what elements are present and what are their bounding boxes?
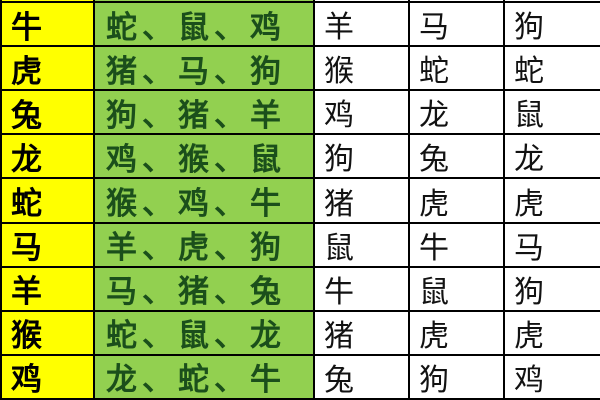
compatible-signs-cell: 猪、马、狗 <box>95 47 315 92</box>
compatible-signs-cell: 猴、鸡、牛 <box>95 179 315 224</box>
conflict-sign-cell: 虎 <box>410 311 505 356</box>
zodiac-sign-cell: 马 <box>2 223 95 268</box>
conflict-sign-cell: 虎 <box>410 179 505 224</box>
conflict-sign-cell: 牛 <box>410 223 505 268</box>
conflict-sign-cell: 猴 <box>315 47 410 92</box>
conflict-sign-cell: 马 <box>505 223 600 268</box>
zodiac-sign-cell: 蛇 <box>2 179 95 224</box>
conflict-sign-cell: 鼠 <box>505 91 600 136</box>
zodiac-sign-cell: 牛 <box>2 3 95 48</box>
compatible-signs-cell: 蛇、鼠、鸡 <box>95 3 315 48</box>
compatible-signs-cell: 羊、虎、狗 <box>95 223 315 268</box>
compatible-signs-cell: 马、猪、兔 <box>95 267 315 312</box>
conflict-sign-cell: 鼠 <box>410 267 505 312</box>
conflict-sign-cell: 兔 <box>315 355 410 400</box>
cropped-row-sliver <box>505 0 600 3</box>
conflict-sign-cell: 鸡 <box>315 91 410 136</box>
zodiac-sign-cell: 猴 <box>2 311 95 356</box>
conflict-sign-cell: 兔 <box>410 135 505 180</box>
cropped-row-sliver <box>315 0 410 3</box>
compatible-signs-cell: 蛇、鼠、龙 <box>95 311 315 356</box>
compatible-signs-cell: 狗、猪、羊 <box>95 91 315 136</box>
conflict-sign-cell: 猪 <box>315 179 410 224</box>
conflict-sign-cell: 蛇 <box>410 47 505 92</box>
conflict-sign-cell: 猪 <box>315 311 410 356</box>
zodiac-sign-cell: 虎 <box>2 47 95 92</box>
cropped-row-sliver <box>2 0 95 3</box>
zodiac-sign-cell: 龙 <box>2 135 95 180</box>
zodiac-sign-cell: 羊 <box>2 267 95 312</box>
conflict-sign-cell: 龙 <box>410 91 505 136</box>
cropped-row-sliver <box>95 0 315 3</box>
conflict-sign-cell: 狗 <box>410 355 505 400</box>
conflict-sign-cell: 鸡 <box>505 355 600 400</box>
conflict-sign-cell: 牛 <box>315 267 410 312</box>
zodiac-sign-cell: 兔 <box>2 91 95 136</box>
conflict-sign-cell: 狗 <box>315 135 410 180</box>
conflict-sign-cell: 龙 <box>505 135 600 180</box>
zodiac-sign-cell: 鸡 <box>2 355 95 400</box>
conflict-sign-cell: 羊 <box>315 3 410 48</box>
conflict-sign-cell: 狗 <box>505 267 600 312</box>
compatible-signs-cell: 鸡、猴、鼠 <box>95 135 315 180</box>
conflict-sign-cell: 马 <box>410 3 505 48</box>
conflict-sign-cell: 虎 <box>505 179 600 224</box>
conflict-sign-cell: 狗 <box>505 3 600 48</box>
conflict-sign-cell: 虎 <box>505 311 600 356</box>
conflict-sign-cell: 鼠 <box>315 223 410 268</box>
conflict-sign-cell: 蛇 <box>505 47 600 92</box>
compatible-signs-cell: 龙、蛇、牛 <box>95 355 315 400</box>
cropped-row-sliver <box>410 0 505 3</box>
